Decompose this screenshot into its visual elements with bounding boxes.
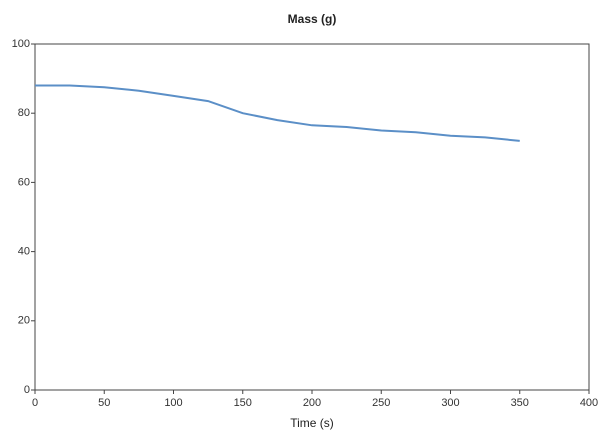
x-tick-label: 200 — [303, 397, 321, 409]
x-axis-label: Time (s) — [290, 416, 334, 430]
data-line — [35, 84, 520, 142]
y-tick-label: 100 — [12, 38, 30, 50]
y-tick-label: 40 — [18, 246, 30, 258]
y-tick-label: 20 — [18, 315, 30, 327]
x-tick-label: 150 — [234, 397, 252, 409]
x-tick-label: 350 — [511, 397, 529, 409]
y-tick-label: 0 — [24, 384, 30, 396]
y-tick-label: 60 — [18, 176, 30, 188]
x-tick-label: 400 — [580, 397, 598, 409]
x-tick-label: 250 — [372, 397, 390, 409]
x-tick-label: 50 — [98, 397, 110, 409]
y-tick-label: 80 — [18, 107, 30, 119]
x-tick-label: 0 — [32, 397, 38, 409]
x-tick-label: 100 — [164, 397, 182, 409]
x-tick-label: 300 — [441, 397, 459, 409]
chart-title: Mass (g) — [288, 12, 337, 26]
plot-frame — [34, 43, 590, 391]
